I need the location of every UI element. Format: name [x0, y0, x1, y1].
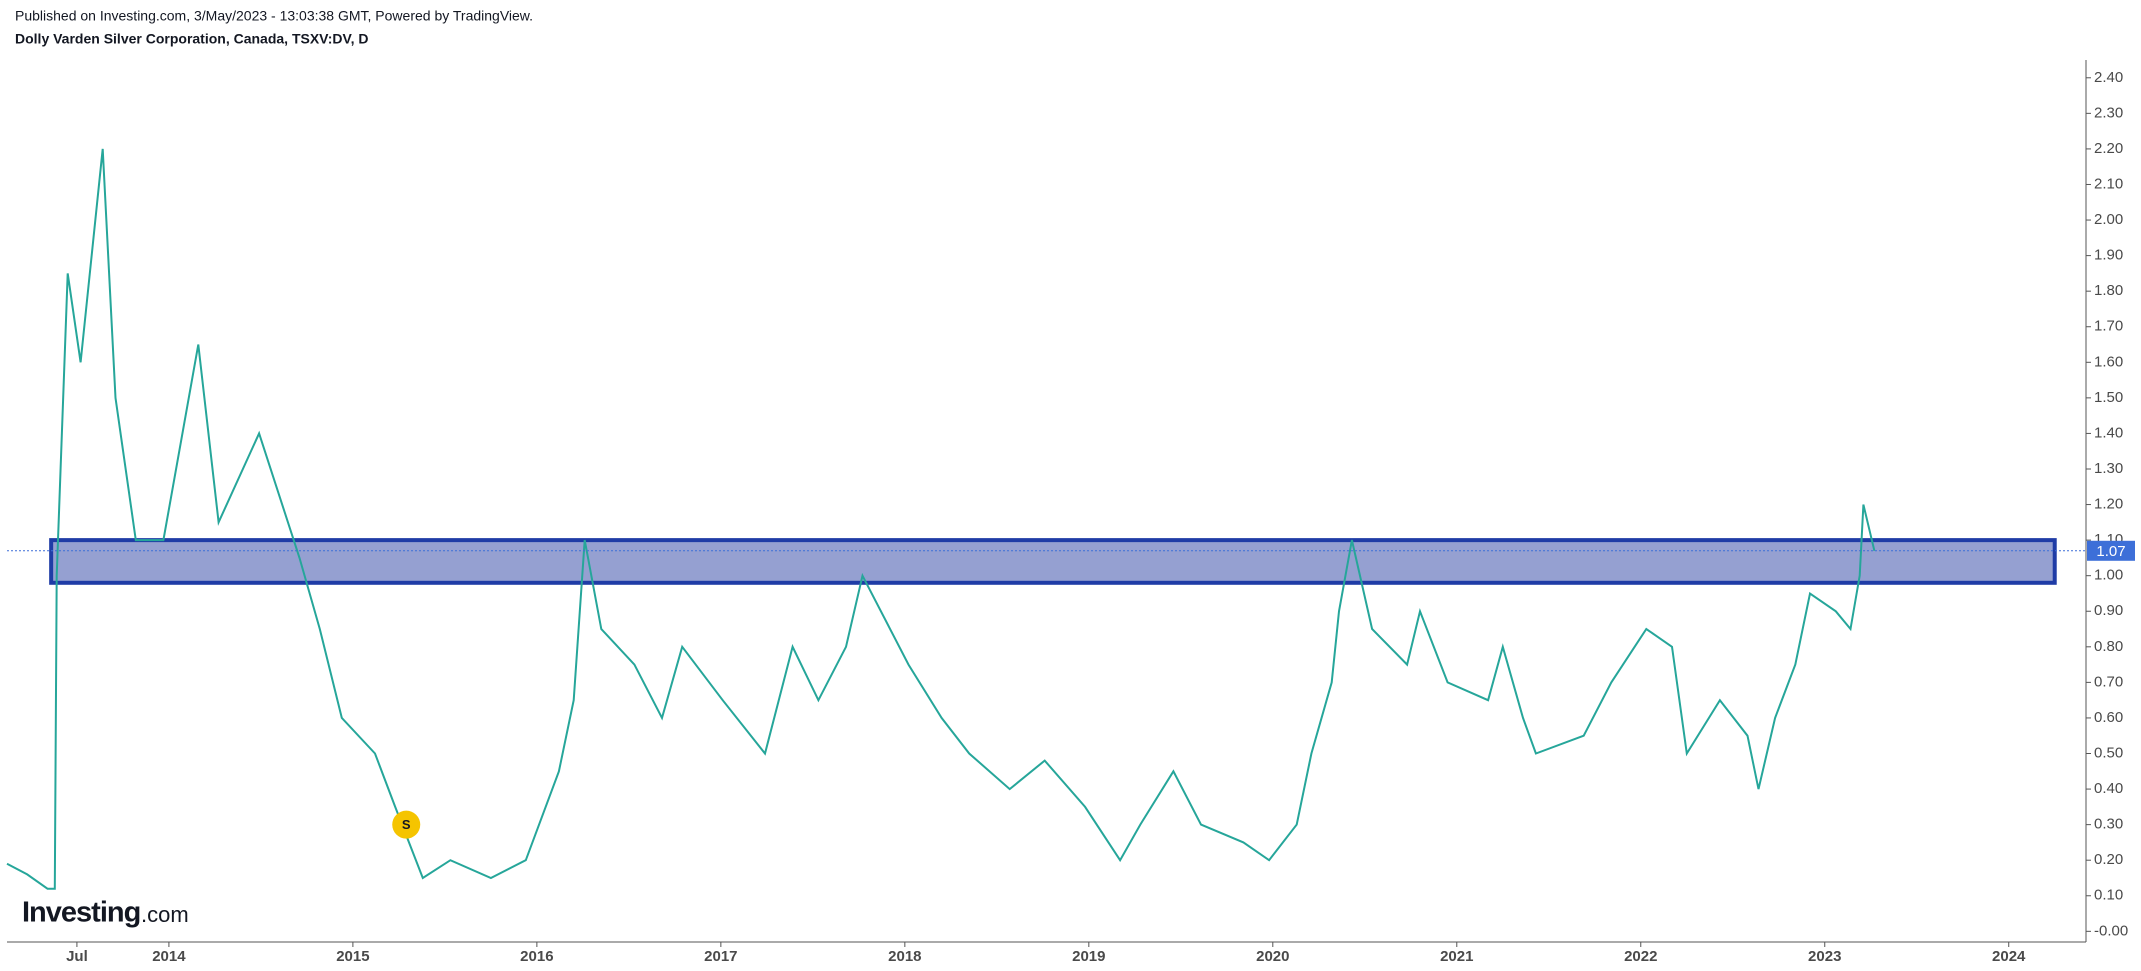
- chart-subtitle: Published on Investing.com, 3/May/2023 -…: [15, 8, 533, 24]
- x-tick-label: 2014: [152, 948, 186, 965]
- y-tick-label: -0.00: [2094, 922, 2128, 939]
- y-tick-label: 0.90: [2094, 602, 2123, 619]
- y-tick-label: 1.50: [2094, 389, 2123, 406]
- x-tick-label: 2024: [1992, 948, 2026, 965]
- chart-title: Dolly Varden Silver Corporation, Canada,…: [15, 31, 368, 47]
- y-tick-label: 1.20: [2094, 496, 2123, 513]
- x-tick-label: 2018: [888, 948, 921, 965]
- last-price-label: 1.07: [2096, 543, 2125, 560]
- y-tick-label: 1.80: [2094, 282, 2123, 299]
- y-tick-label: 0.80: [2094, 638, 2123, 655]
- y-tick-label: 0.30: [2094, 816, 2123, 833]
- y-tick-label: 0.60: [2094, 709, 2123, 726]
- y-tick-label: 2.30: [2094, 104, 2123, 121]
- y-tick-label: 1.40: [2094, 424, 2123, 441]
- y-tick-label: 0.10: [2094, 887, 2123, 904]
- x-tick-label: 2023: [1808, 948, 1841, 965]
- split-marker: [392, 810, 421, 839]
- support-zone: [49, 538, 2057, 585]
- split-marker-label: S: [402, 817, 411, 832]
- y-tick-label: 1.90: [2094, 247, 2123, 264]
- x-tick-label: 2019: [1072, 948, 1105, 965]
- y-tick-label: 1.60: [2094, 353, 2123, 370]
- x-tick-label: 2017: [704, 948, 737, 965]
- x-tick-label: Jul: [66, 948, 88, 965]
- logo-suffix: .com: [141, 902, 189, 927]
- y-tick-label: 0.40: [2094, 780, 2123, 797]
- y-tick-label: 1.70: [2094, 318, 2123, 335]
- y-tick-label: 0.70: [2094, 673, 2123, 690]
- y-tick-label: 1.00: [2094, 567, 2123, 584]
- x-tick-label: 2015: [336, 948, 369, 965]
- last-price-box: [2087, 540, 2135, 561]
- x-tick-label: 2022: [1624, 948, 1657, 965]
- x-tick-label: 2021: [1440, 948, 1473, 965]
- x-tick-label: 2020: [1256, 948, 1289, 965]
- y-tick-label: 2.40: [2094, 69, 2123, 86]
- y-tick-label: 0.50: [2094, 744, 2123, 761]
- x-tick-label: 2016: [520, 948, 553, 965]
- logo-brand: Investing: [22, 897, 140, 929]
- y-tick-label: 0.20: [2094, 851, 2123, 868]
- y-tick-label: 2.10: [2094, 175, 2123, 192]
- y-tick-label: 2.00: [2094, 211, 2123, 228]
- y-tick-label: 2.20: [2094, 140, 2123, 157]
- price-line: [6, 148, 1876, 890]
- y-tick-label: 1.30: [2094, 460, 2123, 477]
